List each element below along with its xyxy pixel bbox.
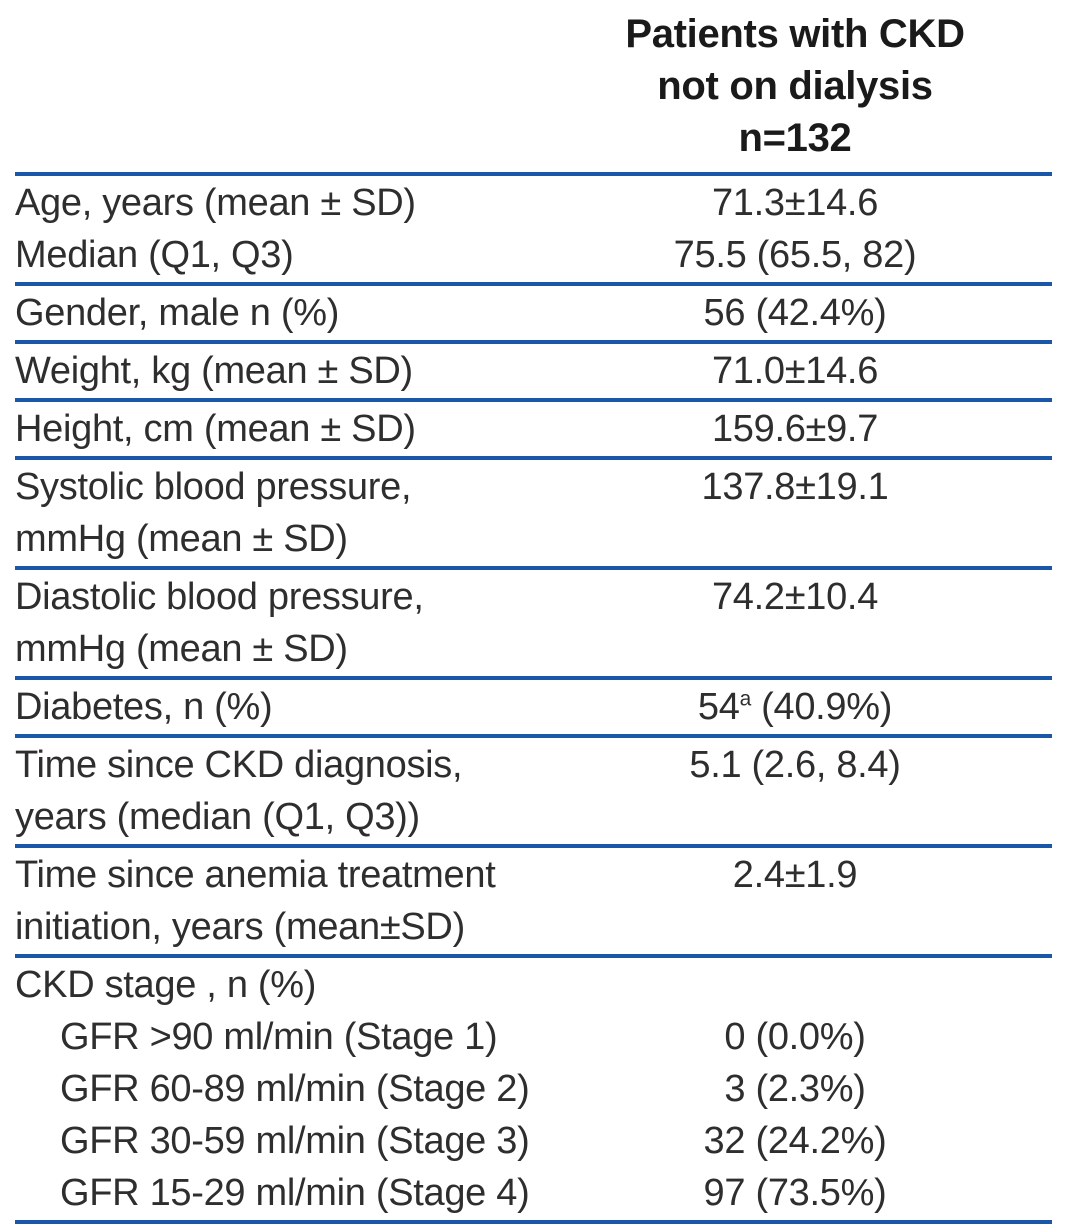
row-value	[585, 623, 1065, 675]
table-header: Patients with CKD not on dialysis n=132	[0, 0, 1065, 172]
row-value: 75.5 (65.5, 82)	[673, 234, 917, 276]
table-rule	[15, 1220, 1052, 1224]
row-label: Age, years (mean ± SD)	[15, 182, 416, 224]
row-value: 0 (0.0%)	[724, 1016, 866, 1058]
row-label: Diastolic blood pressure,	[15, 576, 424, 618]
table-row: mmHg (mean ± SD)	[0, 623, 1065, 675]
table-group: Weight, kg (mean ± SD) 71.0±14.6	[0, 344, 1065, 398]
table-row: Time since anemia treatment 2.4±1.9	[0, 849, 1065, 901]
table-rule	[15, 282, 1052, 286]
table-row: Time since CKD diagnosis, 5.1 (2.6, 8.4)	[0, 739, 1065, 791]
row-label: GFR 30-59 ml/min (Stage 3)	[60, 1120, 530, 1162]
table-row: years (median (Q1, Q3))	[0, 791, 1065, 843]
row-value: 3 (2.3%)	[724, 1068, 866, 1110]
table-row: Gender, male n (%) 56 (42.4%)	[0, 287, 1065, 339]
row-label: Weight, kg (mean ± SD)	[15, 350, 413, 392]
table-body: Age, years (mean ± SD) 71.3±14.6 Median (Q…	[0, 176, 1065, 1224]
row-label: GFR 15-29 ml/min (Stage 4)	[60, 1172, 530, 1214]
row-value: 32 (24.2%)	[703, 1120, 887, 1162]
row-label: CKD stage , n (%)	[15, 964, 317, 1006]
row-value: 71.3±14.6	[711, 182, 879, 224]
column-header-line-2: not on dialysis	[657, 64, 933, 108]
row-label: Time since anemia treatment	[15, 854, 496, 896]
table-rule-top	[15, 172, 1052, 176]
table-group: Diastolic blood pressure, 74.2±10.4 mmHg (…	[0, 570, 1065, 676]
table-row: GFR 15-29 ml/min (Stage 4) 97 (73.5%)	[0, 1167, 1065, 1219]
row-value-rest: (40.9%)	[750, 686, 893, 728]
table-row: GFR 60-89 ml/min (Stage 2) 3 (2.3%)	[0, 1063, 1065, 1115]
row-value: 71.0±14.6	[711, 350, 879, 392]
row-value: 5.1 (2.6, 8.4)	[689, 744, 901, 786]
row-label: mmHg (mean ± SD)	[15, 518, 348, 560]
table-rule	[15, 340, 1052, 344]
table-rule	[15, 676, 1052, 680]
row-label: Median (Q1, Q3)	[15, 234, 294, 276]
row-value: 74.2±10.4	[711, 576, 879, 618]
table-group: Height, cm (mean ± SD) 159.6±9.7	[0, 402, 1065, 456]
table-row: Diabetes, n (%) 54a (40.9%)	[0, 681, 1065, 733]
table-row: CKD stage , n (%)	[0, 959, 1065, 1011]
table-rule	[15, 566, 1052, 570]
table-rule	[15, 398, 1052, 402]
table-row: mmHg (mean ± SD)	[0, 513, 1065, 565]
table-row: Systolic blood pressure, 137.8±19.1	[0, 461, 1065, 513]
column-header-ckd-not-on-dialysis: Patients with CKD not on dialysis n=132	[585, 8, 1065, 164]
row-label: initiation, years (mean±SD)	[15, 906, 465, 948]
table-group: Age, years (mean ± SD) 71.3±14.6 Median (Q…	[0, 176, 1065, 282]
row-label: Diabetes, n (%)	[15, 686, 273, 728]
column-header-line-3: n=132	[738, 116, 852, 160]
row-label: Time since CKD diagnosis,	[15, 744, 463, 786]
row-value	[585, 959, 1065, 1011]
row-value: 56 (42.4%)	[703, 292, 887, 334]
table-row: Weight, kg (mean ± SD) 71.0±14.6	[0, 345, 1065, 397]
table-group: Time since CKD diagnosis, 5.1 (2.6, 8.4) y…	[0, 738, 1065, 844]
table-row: Median (Q1, Q3) 75.5 (65.5, 82)	[0, 229, 1065, 281]
table-group: Time since anemia treatment 2.4±1.9 initia…	[0, 848, 1065, 954]
table-row: GFR 30-59 ml/min (Stage 3) 32 (24.2%)	[0, 1115, 1065, 1167]
table-group: Diabetes, n (%) 54a (40.9%)	[0, 680, 1065, 734]
row-value: 97 (73.5%)	[703, 1172, 887, 1214]
row-label: GFR >90 ml/min (Stage 1)	[60, 1016, 498, 1058]
table-row: GFR >90 ml/min (Stage 1) 0 (0.0%)	[0, 1011, 1065, 1063]
row-value: 2.4±1.9	[732, 854, 858, 896]
row-value-main: 54	[697, 686, 740, 728]
row-label: mmHg (mean ± SD)	[15, 628, 348, 670]
row-value	[585, 901, 1065, 953]
table-rule	[15, 844, 1052, 848]
row-label: GFR 60-89 ml/min (Stage 2)	[60, 1068, 530, 1110]
header-spacer	[0, 8, 585, 164]
row-label: years (median (Q1, Q3))	[15, 796, 420, 838]
row-label: Height, cm (mean ± SD)	[15, 408, 416, 450]
table-row: Diastolic blood pressure, 74.2±10.4	[0, 571, 1065, 623]
column-header-line-1: Patients with CKD	[625, 12, 965, 56]
row-value: 159.6±9.7	[711, 408, 879, 450]
table-rule	[15, 456, 1052, 460]
table-group: Gender, male n (%) 56 (42.4%)	[0, 286, 1065, 340]
row-value	[585, 513, 1065, 565]
table-row: initiation, years (mean±SD)	[0, 901, 1065, 953]
row-label: Systolic blood pressure,	[15, 466, 412, 508]
table-row: Height, cm (mean ± SD) 159.6±9.7	[0, 403, 1065, 455]
row-value-superscript: a	[739, 687, 752, 711]
table-row: Age, years (mean ± SD) 71.3±14.6	[0, 177, 1065, 229]
row-label: Gender, male n (%)	[15, 292, 340, 334]
table-group: Systolic blood pressure, 137.8±19.1 mmHg (…	[0, 460, 1065, 566]
table-group: CKD stage , n (%) GFR >90 ml/min (Stage 1…	[0, 958, 1065, 1220]
row-value: 54a (40.9%)	[585, 681, 1065, 733]
row-value: 137.8±19.1	[701, 466, 889, 508]
table-rule	[15, 734, 1052, 738]
row-value	[585, 791, 1065, 843]
table-rule	[15, 954, 1052, 958]
